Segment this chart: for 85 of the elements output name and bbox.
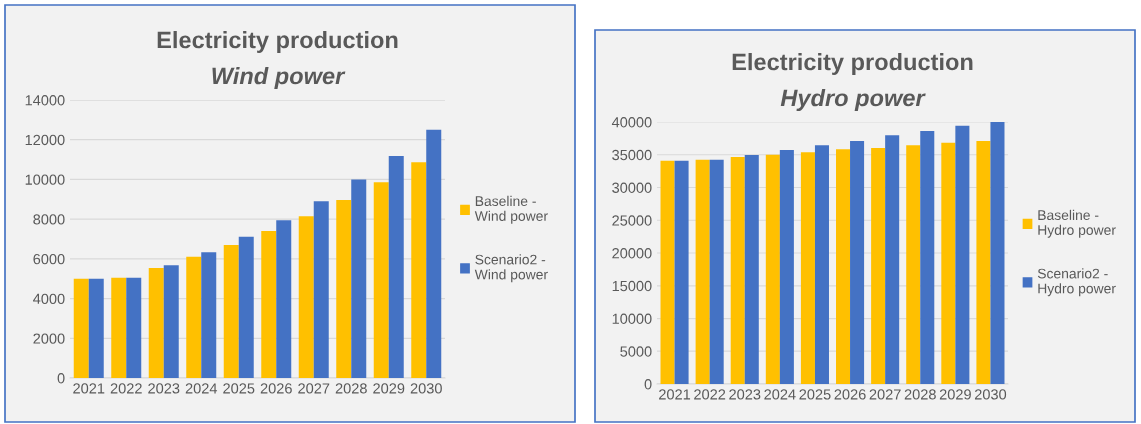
x-tick-label: 2023: [729, 389, 761, 400]
bar: [765, 154, 780, 384]
bar: [223, 244, 239, 378]
chart-title: Electricity production: [732, 53, 973, 75]
bar: [730, 156, 745, 384]
y-tick-label: 10000: [25, 174, 65, 185]
bar: [836, 149, 851, 384]
chart-subtitle: Wind power: [212, 67, 346, 89]
x-tick-label: 2024: [185, 383, 218, 394]
bar: [779, 149, 794, 384]
x-tick-label: 2028: [904, 389, 936, 400]
bar: [238, 236, 254, 378]
bar: [111, 277, 127, 378]
bar: [871, 148, 886, 384]
y-tick-label: 15000: [612, 280, 652, 292]
bar: [941, 142, 956, 384]
y-tick-label: 12000: [25, 134, 65, 146]
chart-subtitle: Hydro power: [780, 89, 926, 112]
chart-title: Electricity production: [157, 31, 398, 53]
bar: [163, 265, 179, 378]
legend-label: Baseline - Hydro power: [1038, 209, 1116, 238]
x-tick-label: 2023: [148, 383, 180, 394]
bar: [388, 156, 404, 378]
y-tick-label: 25000: [612, 215, 652, 226]
bar: [990, 122, 1005, 384]
bar: [850, 141, 865, 384]
x-tick-label: 2022: [694, 389, 726, 400]
bar: [88, 278, 104, 378]
y-tick-label: 30000: [612, 182, 652, 193]
x-tick-label: 2028: [335, 383, 367, 394]
x-tick-label: 2022: [110, 383, 142, 394]
x-tick-label: 2030: [974, 389, 1007, 400]
bar: [261, 231, 277, 378]
bar: [660, 160, 675, 384]
bar: [351, 179, 367, 378]
bar: [800, 152, 815, 384]
x-tick-label: 2029: [373, 383, 405, 394]
bar: [73, 278, 89, 378]
y-tick-label: 4000: [33, 293, 65, 304]
x-tick-label: 2021: [73, 383, 105, 394]
bar: [276, 220, 292, 378]
y-tick-label: 8000: [33, 214, 65, 225]
bar: [814, 145, 829, 384]
x-tick-label: 2024: [764, 389, 796, 400]
bar: [976, 141, 991, 384]
bar: [126, 277, 142, 378]
bar: [148, 267, 164, 378]
bar: [186, 256, 202, 378]
y-tick-label: 5000: [620, 346, 652, 357]
bar: [885, 135, 900, 384]
bar: [336, 199, 352, 378]
x-tick-label: 2027: [298, 383, 330, 394]
x-tick-label: 2025: [223, 383, 255, 394]
y-tick-label: 2000: [33, 333, 65, 344]
y-tick-label: 6000: [33, 253, 65, 265]
bar: [411, 162, 427, 378]
x-tick-label: 2021: [659, 389, 691, 400]
bar: [920, 130, 935, 384]
y-tick-label: 35000: [612, 149, 652, 161]
x-tick-label: 2029: [939, 389, 971, 400]
y-tick-label: 0: [644, 379, 652, 390]
y-tick-label: 0: [57, 373, 65, 384]
y-tick-label: 40000: [611, 117, 652, 128]
x-tick-label: 2025: [799, 389, 831, 400]
y-tick-label: 20000: [612, 248, 652, 259]
legend-label: Baseline - Wind power: [474, 195, 548, 224]
bar: [674, 160, 689, 384]
bar: [744, 155, 759, 384]
x-tick-label: 2026: [834, 389, 866, 400]
x-tick-label: 2030: [410, 383, 442, 394]
bar: [298, 216, 314, 378]
bar: [313, 201, 329, 378]
x-tick-label: 2027: [869, 389, 901, 400]
bar: [955, 125, 970, 384]
bar: [426, 129, 442, 378]
bar: [373, 182, 389, 378]
bar: [906, 145, 921, 384]
x-tick-label: 2026: [260, 383, 292, 394]
legend-label: Scenario2 - Wind power: [474, 254, 548, 283]
bar: [201, 252, 217, 378]
y-tick-label: 14000: [25, 95, 65, 106]
legend-label: Scenario2 - Hydro power: [1037, 268, 1116, 297]
y-tick-label: 10000: [612, 313, 652, 324]
bar: [709, 159, 724, 384]
bar: [695, 159, 710, 384]
